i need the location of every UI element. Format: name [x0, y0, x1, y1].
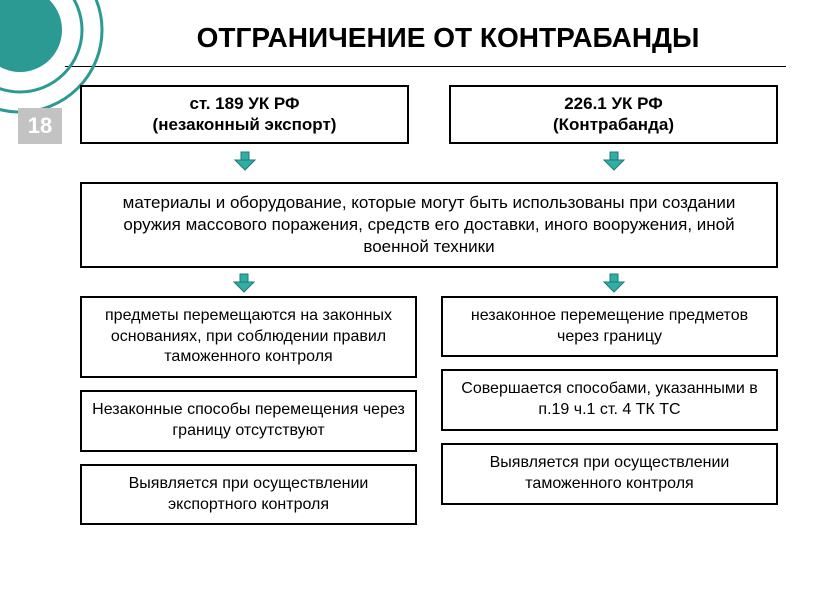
header-box-right: 226.1 УК РФ (Контрабанда)	[449, 85, 778, 144]
arrow-down-icon	[600, 150, 628, 172]
header-row: ст. 189 УК РФ (незаконный экспорт) 226.1…	[80, 85, 778, 176]
right-cell-3: Выявляется при осуществлении таможенного…	[441, 443, 778, 505]
left-header-col: ст. 189 УК РФ (незаконный экспорт)	[80, 85, 409, 176]
arrow-down-icon	[230, 272, 258, 294]
left-cell-2: Незаконные способы перемещения через гра…	[80, 390, 417, 452]
content-area: ст. 189 УК РФ (незаконный экспорт) 226.1…	[0, 67, 816, 525]
arrow-down-icon	[231, 150, 259, 172]
right-column: незаконное перемещение предметов через г…	[441, 296, 778, 526]
left-cell-1: предметы перемещаются на законных основа…	[80, 296, 417, 378]
left-cell-3: Выявляется при осуществлении экспортного…	[80, 464, 417, 526]
wide-description-box: материалы и оборудование, которые могут …	[80, 182, 778, 268]
arrow-down-icon	[600, 272, 628, 294]
slide-title: ОТГРАНИЧЕНИЕ ОТ КОНТРАБАНДЫ	[0, 0, 816, 54]
right-cell-1: незаконное перемещение предметов через г…	[441, 296, 778, 358]
right-header-col: 226.1 УК РФ (Контрабанда)	[449, 85, 778, 176]
right-cell-2: Совершается способами, указанными в п.19…	[441, 369, 778, 431]
left-column: предметы перемещаются на законных основа…	[80, 296, 417, 526]
mid-arrow-row	[80, 272, 778, 294]
header-box-left: ст. 189 УК РФ (незаконный экспорт)	[80, 85, 409, 144]
comparison-columns: предметы перемещаются на законных основа…	[80, 296, 778, 526]
